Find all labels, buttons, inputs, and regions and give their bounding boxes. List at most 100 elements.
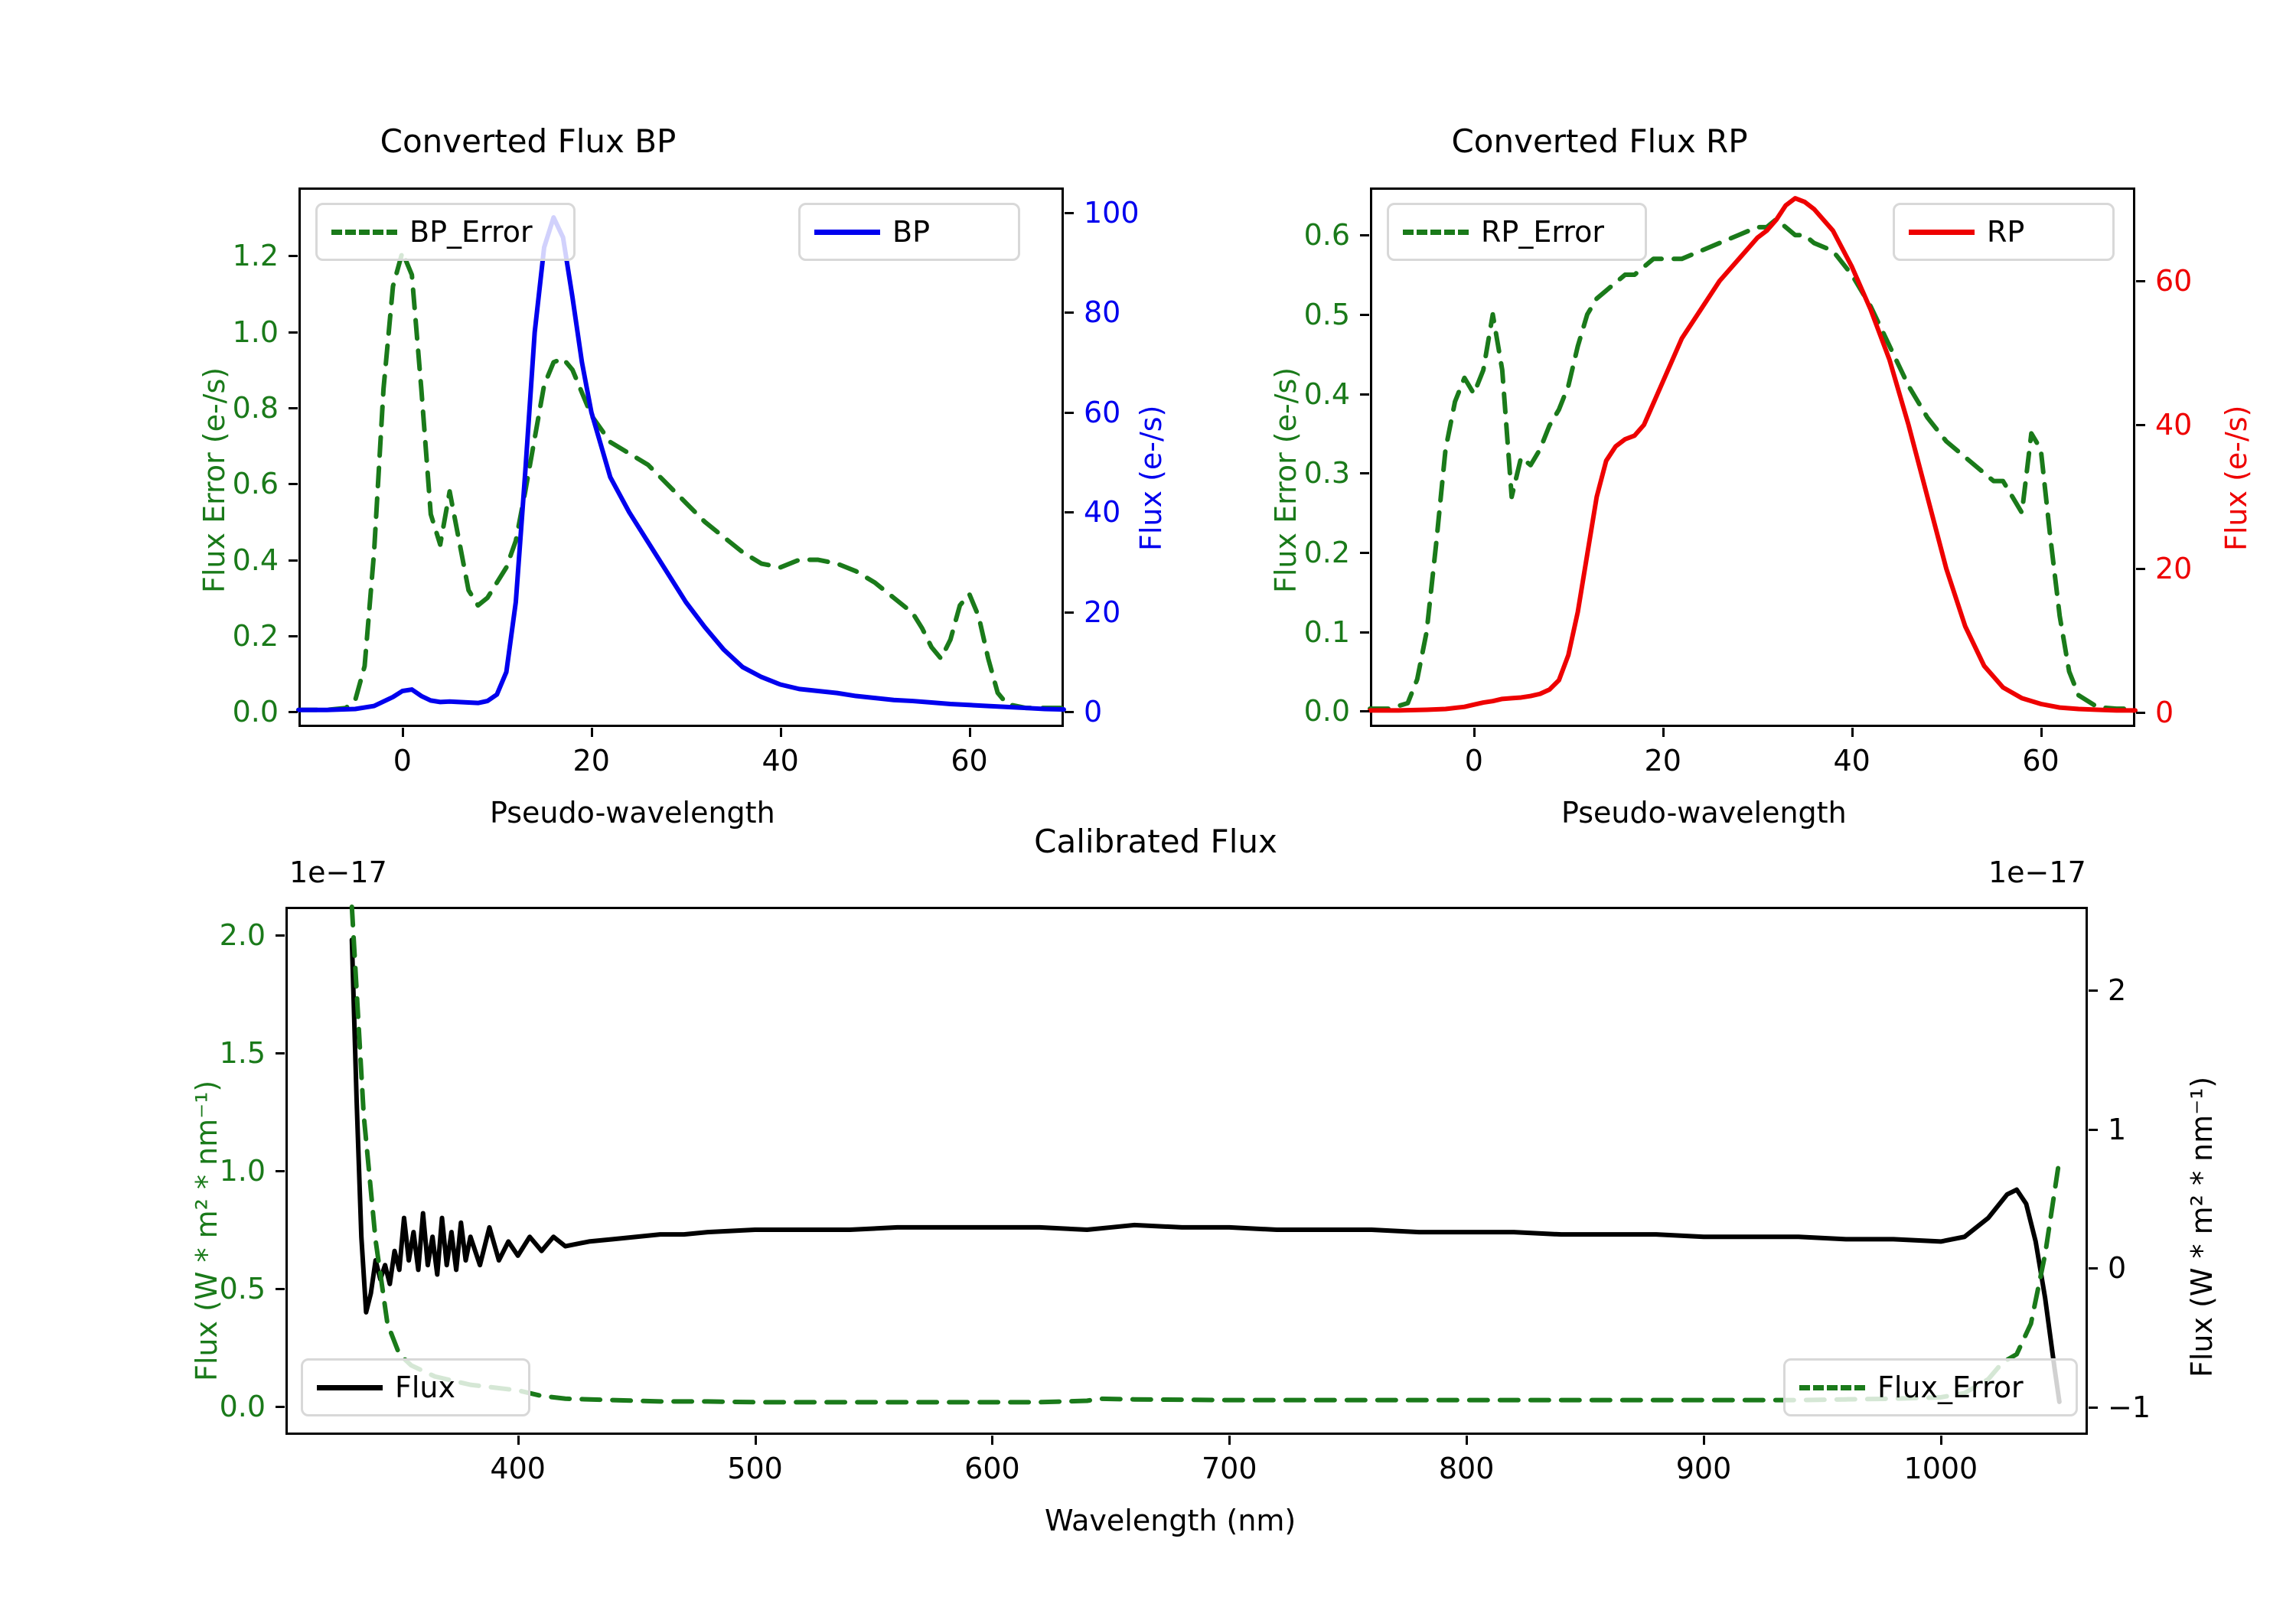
calibrated-legend-flux-label: Flux	[395, 1371, 455, 1404]
calibrated-ylabel-right: Flux (W * m² * nm⁻¹)	[2185, 1076, 2219, 1377]
axis-tick	[2136, 568, 2145, 571]
axis-tick	[1360, 234, 1369, 237]
axis-tick	[2136, 280, 2145, 283]
axis-tick	[1703, 1436, 1705, 1445]
axis-tick	[517, 1436, 520, 1445]
tick-label: −1	[2108, 1390, 2151, 1424]
bp-legend-flux[interactable]: BP	[798, 203, 1020, 261]
tick-label: 400	[490, 1452, 546, 1485]
tick-label: 1.2	[232, 239, 279, 273]
axis-tick	[276, 1170, 285, 1172]
calibrated-legend-error-label: Flux_Error	[1877, 1371, 2024, 1404]
tick-label: 1.0	[219, 1154, 266, 1188]
tick-label: 1.0	[232, 315, 279, 349]
tick-label: 800	[1438, 1452, 1495, 1485]
tick-label: 40	[762, 744, 799, 777]
bp-flux-line-sample	[814, 229, 880, 235]
rp-legend-error[interactable]: RP_Error	[1387, 203, 1647, 261]
bp-xlabel: Pseudo-wavelength	[490, 796, 775, 830]
axis-tick	[1360, 631, 1369, 634]
axis-tick	[1466, 1436, 1469, 1445]
tick-label: 0.5	[219, 1272, 266, 1306]
axis-tick	[1360, 710, 1369, 713]
axis-tick	[1360, 313, 1369, 316]
axis-tick	[1360, 472, 1369, 475]
rp-error-line-sample	[1403, 229, 1469, 235]
tick-label: 100	[1084, 195, 1140, 230]
bp-legend-error[interactable]: BP_Error	[315, 203, 576, 261]
axis-tick	[2136, 424, 2145, 427]
axis-tick	[1360, 393, 1369, 396]
axis-tick	[590, 728, 593, 737]
tick-label: 0.1	[1303, 614, 1350, 649]
calibrated-error-line-sample	[1799, 1384, 1865, 1390]
tick-label: 2	[2108, 973, 2127, 1007]
calibrated-legend-flux[interactable]: Flux	[301, 1358, 530, 1416]
tick-label: 0.8	[232, 390, 279, 425]
tick-label: 0.4	[232, 543, 279, 577]
tick-label: 0.2	[1303, 535, 1350, 569]
axis-tick	[1065, 711, 1074, 714]
axis-tick	[1851, 728, 1854, 737]
tick-label: 900	[1675, 1452, 1732, 1485]
axis-tick	[289, 711, 298, 714]
bp-panel-title: Converted Flux BP	[380, 122, 677, 160]
axis-tick	[1939, 1436, 1942, 1445]
axis-tick	[289, 331, 298, 334]
tick-label: 0.0	[219, 1390, 266, 1424]
tick-label: 20	[1644, 744, 1681, 777]
axis-tick	[779, 728, 782, 737]
tick-label: 60	[2155, 264, 2193, 298]
calibrated-flux-line-sample	[317, 1384, 383, 1390]
tick-label: 0	[2155, 696, 2174, 730]
tick-label: 2.0	[219, 918, 266, 952]
calibrated-xlabel: Wavelength (nm)	[1045, 1504, 1296, 1537]
axis-tick	[1228, 1436, 1231, 1445]
axis-tick	[1065, 311, 1074, 315]
tick-label: 600	[964, 1452, 1020, 1485]
axis-tick	[1065, 611, 1074, 614]
tick-label: 40	[2155, 408, 2193, 442]
tick-label: 0.2	[232, 618, 279, 653]
axis-tick	[1065, 211, 1074, 214]
tick-label: 0.0	[1303, 694, 1350, 729]
tick-label: 20	[1084, 595, 1121, 629]
axis-tick	[754, 1436, 757, 1445]
rp-panel-title: Converted Flux RP	[1451, 122, 1748, 160]
axis-tick	[1360, 551, 1369, 554]
axis-tick	[2089, 1128, 2098, 1131]
calibrated-legend-error[interactable]: Flux_Error	[1783, 1358, 2078, 1416]
tick-label: 0.4	[1303, 376, 1350, 411]
rp-legend-flux-label: RP	[1987, 215, 2025, 249]
tick-label: 0	[1084, 695, 1103, 729]
tick-label: 0.6	[1303, 218, 1350, 253]
axis-tick	[1065, 411, 1074, 414]
axis-tick	[289, 634, 298, 637]
tick-label: 60	[951, 744, 988, 777]
rp-legend-error-label: RP_Error	[1481, 215, 1604, 249]
bp-axes-frame	[298, 187, 1064, 727]
axis-tick	[2040, 728, 2043, 737]
axis-tick	[2136, 712, 2145, 715]
calibrated-offset-right: 1e−17	[1988, 856, 2086, 889]
axis-tick	[1065, 511, 1074, 514]
axis-tick	[276, 1051, 285, 1054]
rp-legend-flux[interactable]: RP	[1893, 203, 2115, 261]
axis-tick	[1473, 728, 1476, 737]
tick-label: 0.6	[232, 467, 279, 501]
axis-tick	[289, 406, 298, 409]
tick-label: 20	[2155, 552, 2193, 586]
axis-tick	[276, 1406, 285, 1409]
calibrated-axes-frame	[285, 907, 2088, 1435]
tick-label: 0	[2108, 1251, 2127, 1286]
tick-label: 1	[2108, 1112, 2127, 1146]
tick-label: 1.5	[219, 1035, 266, 1070]
axis-tick	[401, 728, 404, 737]
tick-label: 700	[1202, 1452, 1257, 1485]
axis-tick	[991, 1436, 994, 1445]
tick-label: 20	[572, 744, 610, 777]
series-bp	[296, 215, 1066, 712]
